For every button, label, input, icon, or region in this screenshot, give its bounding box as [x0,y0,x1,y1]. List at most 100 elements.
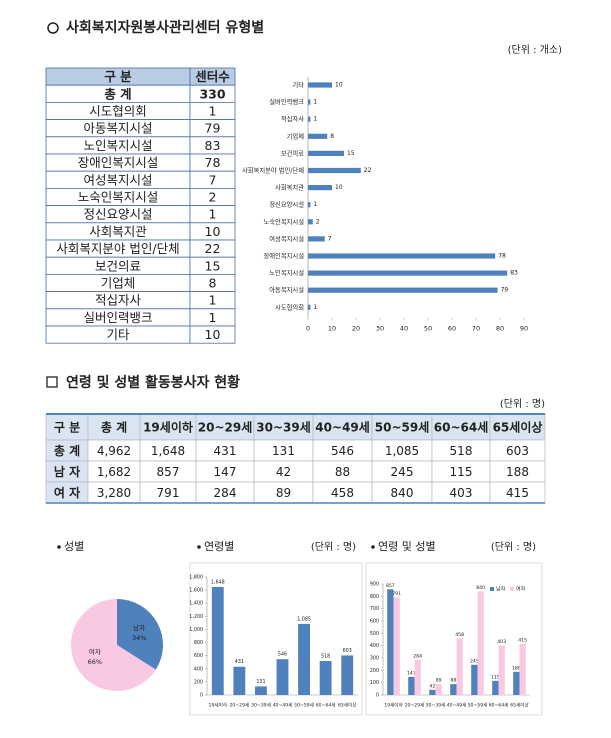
y-tick-label: 1,600 [189,588,203,594]
data-label: 15 [347,150,355,157]
table-text: 791 [157,486,180,500]
y-tick-label: 사회복지분야 법인/단체 [242,166,304,175]
bar [308,150,344,156]
bar [492,680,499,695]
table-text: 546 [331,444,354,458]
slice-label: 남자 [133,623,145,632]
table-cell [371,413,433,441]
data-label: 546 [278,652,287,658]
y-tick-label: 500 [370,631,379,637]
x-tick-label: 60 [448,324,456,332]
table-text: 구 분 [54,421,80,435]
table-cell [87,413,141,441]
x-tick-label: 50 [424,324,432,332]
bullet [57,545,61,549]
data-label: 131 [256,679,265,685]
pie-slice [71,599,156,691]
table-text: 7 [209,172,217,187]
table-text: 30~39세 [256,420,311,435]
table-text: 40~49세 [315,420,370,435]
section-bullet [47,22,59,34]
data-label: 1 [313,304,317,311]
bar [276,659,289,695]
y-tick-label: 600 [194,653,203,659]
table-text: 1,648 [151,444,185,458]
chart-frame [365,562,543,716]
data-label: 603 [343,648,352,654]
table-text: 19세이하 [143,420,193,435]
data-label: 147 [407,670,416,676]
table-text: 기타 [106,327,130,342]
bar [254,686,267,695]
x-tick-label: 0 [306,324,310,332]
table-text: 사회복지분야 법인/단체 [56,241,179,256]
bar [233,666,246,695]
data-label: 415 [518,637,527,643]
table-text: 1 [209,207,217,222]
y-tick-label: 여성복지시설 [269,234,304,243]
chart-title: 성별 [64,540,84,553]
table-text: 총 계 [104,86,131,101]
y-tick-label: 실버인력뱅크 [269,97,304,106]
table-text: 아동복지시설 [83,121,152,136]
data-label: 245 [470,658,479,664]
data-label: 2 [316,218,320,225]
chart-title: 연령별 [204,540,234,553]
table-text: 1 [209,310,217,325]
table-text: 여 자 [54,485,80,500]
data-label: 1,085 [297,616,311,622]
table-text: 노인복지시설 [83,138,152,153]
y-tick-label: 100 [370,680,379,686]
chart-frame [189,562,363,716]
x-tick-label: 30~39세 [251,702,271,709]
y-tick-label: 1,000 [189,627,203,633]
unit-label: (단위 : 개소) [508,43,562,56]
y-tick-label: 노인복지시설 [269,268,304,277]
y-tick-label: 1,800 [189,575,203,581]
bar [308,236,325,242]
bar [308,253,496,259]
table-text: 구 분 [104,69,132,84]
table-text: 88 [335,465,350,479]
legend-label: 남자 [496,586,506,593]
table-cell [189,325,236,344]
table-text: 1 [209,104,217,119]
table-text: 1 [209,293,217,308]
x-tick-label: 19세이하 [209,702,228,709]
table-text: 1,085 [385,444,419,458]
table-text: 3,280 [97,486,131,500]
bar [341,655,354,695]
table-text: 22 [205,241,221,256]
table-text: 518 [450,444,473,458]
table-text: 2 [209,190,217,205]
bar [519,643,526,695]
data-label: 89 [436,678,442,684]
data-label: 284 [413,653,422,659]
bar [308,304,311,310]
bar [393,597,400,695]
data-label: 1,648 [211,579,225,585]
pie-slice [117,599,163,670]
data-label: 1 [313,116,317,123]
y-tick-label: 아동복지시설 [269,285,304,294]
bar [308,99,311,105]
table-text: 403 [450,486,473,500]
bar [308,167,361,174]
x-tick-label: 30~39세 [426,702,446,709]
data-label: 79 [501,287,509,294]
table-text: 431 [214,444,237,458]
y-tick-label: 400 [194,666,203,672]
unit-label: (단위 : 명) [491,540,536,553]
data-label: 10 [335,184,343,191]
bar [414,659,421,695]
table-text: 415 [506,486,529,500]
y-tick-label: 300 [370,656,379,662]
y-tick-label: 200 [370,668,379,674]
x-tick-label: 60~64세 [489,702,509,709]
bar [513,671,520,695]
slice-label: 여자 [89,647,101,656]
x-tick-label: 40~49세 [273,702,293,709]
bar [456,638,463,695]
x-tick-label: 20~29세 [405,702,425,709]
